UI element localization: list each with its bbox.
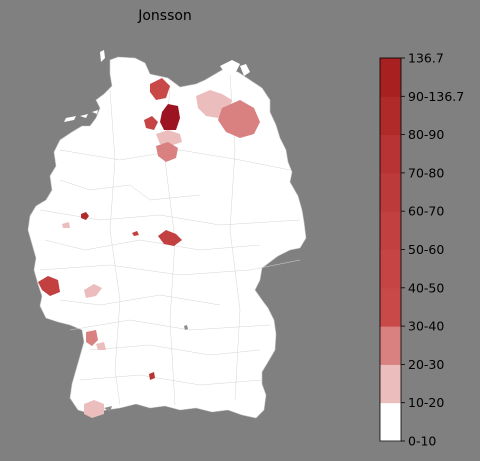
region-schleswig-holstein-east bbox=[150, 78, 170, 100]
colorbar-segment bbox=[380, 96, 401, 136]
colorbar-label: 90-136.7 bbox=[408, 89, 464, 104]
colorbar-segment bbox=[380, 249, 401, 289]
region-lower-saxony bbox=[156, 142, 178, 162]
colorbar-label: 30-40 bbox=[408, 319, 444, 334]
region-koblenz bbox=[84, 284, 102, 298]
region-mecklenburg-east bbox=[218, 100, 260, 138]
chart-title: Jonsson bbox=[138, 8, 192, 24]
colorbar-segment bbox=[380, 172, 401, 212]
colorbar-segment bbox=[380, 326, 401, 365]
colorbar-segment bbox=[380, 287, 401, 327]
colorbar-label: 80-90 bbox=[408, 127, 444, 142]
region-thuringia bbox=[158, 230, 182, 246]
colorbar-label: 70-80 bbox=[408, 165, 444, 180]
region-kassel bbox=[132, 231, 139, 236]
region-hamburg-area bbox=[144, 116, 158, 130]
region-lower-saxony-north bbox=[156, 130, 182, 146]
colorbar-segment bbox=[380, 402, 401, 442]
region-lake-constance-water bbox=[104, 406, 112, 412]
colorbar-label: 40-50 bbox=[408, 280, 444, 295]
colorbar-label: 136.7 bbox=[408, 51, 444, 66]
colorbar-segment bbox=[380, 58, 401, 97]
region-small-dot bbox=[184, 325, 188, 330]
colorbar-label: 0-10 bbox=[408, 434, 436, 449]
region-luebeck bbox=[160, 104, 180, 130]
highlighted-regions bbox=[38, 78, 260, 418]
colorbar: 0-10 10-20 20-30 30-40 40-50 50-60 60-70 70-80 8… bbox=[379, 51, 464, 449]
region-palatinate-south bbox=[96, 342, 106, 350]
region-aachen bbox=[38, 276, 60, 296]
region-palatinate bbox=[86, 330, 98, 346]
region-lake-constance bbox=[84, 400, 104, 418]
colorbar-segment bbox=[380, 211, 401, 250]
colorbar-label: 10-20 bbox=[408, 395, 444, 410]
colorbar-label: 20-30 bbox=[408, 357, 444, 372]
colorbar-label: 60-70 bbox=[408, 204, 444, 219]
colorbar-segment bbox=[380, 364, 401, 404]
islands bbox=[64, 50, 250, 122]
colorbar-label: 50-60 bbox=[408, 242, 444, 257]
colorbar-segment bbox=[380, 134, 401, 174]
region-swabian-jura bbox=[149, 372, 155, 380]
region-aachen-west bbox=[62, 222, 70, 228]
region-muenster bbox=[81, 212, 89, 220]
